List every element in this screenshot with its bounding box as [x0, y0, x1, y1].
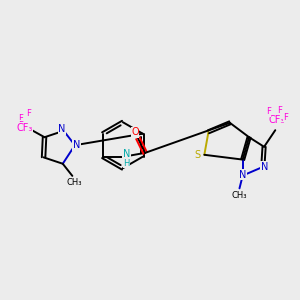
Text: F: F	[26, 110, 31, 118]
Text: N: N	[58, 124, 66, 134]
Text: N: N	[239, 169, 246, 180]
Text: N: N	[123, 149, 130, 159]
Text: S: S	[194, 150, 200, 160]
Text: H: H	[123, 159, 130, 168]
Text: F: F	[18, 113, 23, 122]
Text: F: F	[283, 113, 288, 122]
Text: F: F	[18, 121, 23, 130]
Text: CH₃: CH₃	[232, 191, 247, 200]
Text: N: N	[73, 140, 80, 150]
Text: CF₃: CF₃	[16, 123, 33, 133]
Text: F: F	[277, 106, 282, 115]
Text: O: O	[131, 127, 139, 137]
Text: CH₃: CH₃	[66, 178, 82, 187]
Text: N: N	[261, 162, 268, 172]
Text: F: F	[266, 107, 271, 116]
Text: CF₃: CF₃	[269, 115, 285, 125]
